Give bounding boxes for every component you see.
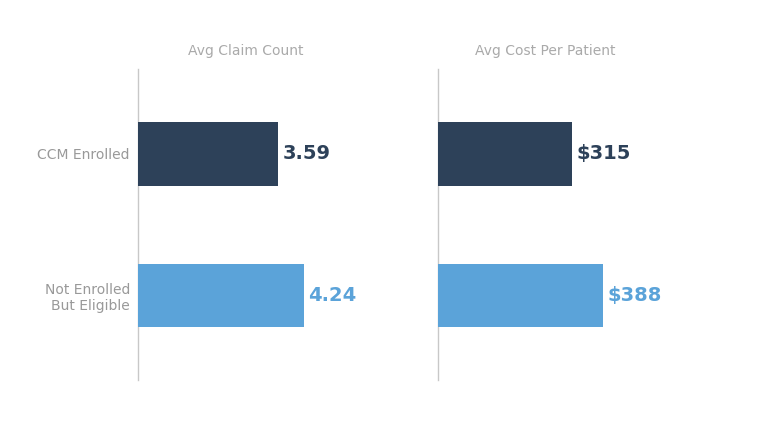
Title: Avg Claim Count: Avg Claim Count xyxy=(188,44,303,58)
Bar xyxy=(138,122,278,186)
Text: 3.59: 3.59 xyxy=(283,144,330,163)
Bar xyxy=(438,264,603,327)
Text: 4.24: 4.24 xyxy=(308,286,356,305)
Bar xyxy=(138,264,303,327)
Text: $388: $388 xyxy=(607,286,662,305)
Bar xyxy=(438,122,572,186)
Title: Avg Cost Per Patient: Avg Cost Per Patient xyxy=(475,44,615,58)
Text: $315: $315 xyxy=(576,144,631,163)
